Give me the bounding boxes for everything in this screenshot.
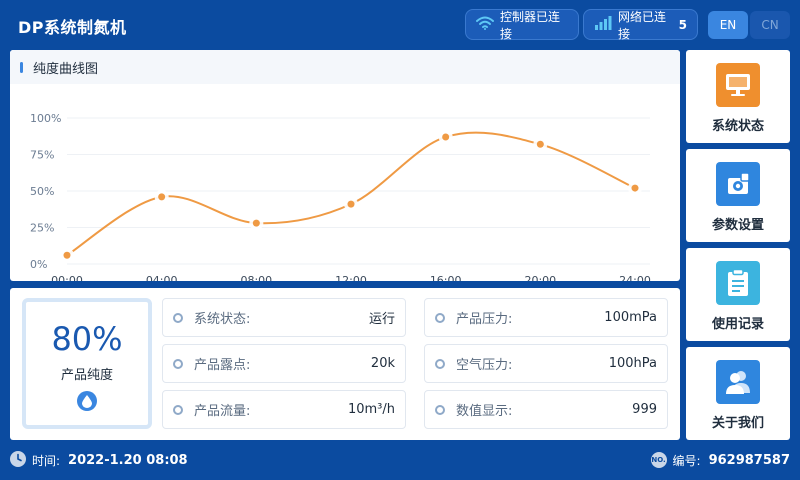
lang-en-button[interactable]: EN <box>708 11 748 39</box>
nav-about-us[interactable]: 关于我们 <box>686 347 790 440</box>
purity-card: 80% 产品纯度 <box>22 298 152 429</box>
x-tick-label: 12:00 <box>335 274 367 281</box>
x-tick-label: 20:00 <box>524 274 556 281</box>
x-tick-label: 08:00 <box>240 274 272 281</box>
data-point <box>347 200 355 208</box>
users-icon <box>716 360 760 404</box>
title-marker <box>20 61 23 73</box>
purity-label: 产品纯度 <box>60 368 113 383</box>
footer-time: 时间: 2022-1.20 08:08 <box>10 450 188 470</box>
data-point <box>252 219 260 227</box>
app-title: DP系统制氮机 <box>18 18 127 37</box>
nav-label: 关于我们 <box>711 416 764 431</box>
y-tick-label: 100% <box>30 112 61 125</box>
network-count: 5 <box>678 17 687 32</box>
nav-usage-records[interactable]: 使用记录 <box>686 248 790 341</box>
bullet-icon <box>173 404 183 415</box>
field-value: 100mPa <box>604 310 657 325</box>
settings-icon <box>716 162 760 206</box>
y-tick-label: 50% <box>30 185 54 198</box>
field-label: 产品压力: <box>456 312 513 327</box>
purity-line-chart: 0% 25% 50% 75% 100% 00:00 04:00 08:00 12:00 16:00… <box>30 112 651 281</box>
network-status: 网络已连接 5 <box>583 9 698 41</box>
field-product-flow: 产品流量: 10m³/h <box>162 390 406 429</box>
nav-system-status[interactable]: 系统状态 <box>686 50 790 143</box>
field-value: 10m³/h <box>347 402 395 417</box>
series-line <box>66 131 636 257</box>
x-tick-label: 16:00 <box>430 274 462 281</box>
field-value: 运行 <box>368 312 395 327</box>
field-product-pressure: 产品压力: 100mPa <box>424 298 668 337</box>
y-tick-label: 25% <box>30 222 54 235</box>
purity-chart-panel: 纯度曲线图 0% 25% 50% 75% 100% 00:00 04:00 08:00 12:0… <box>10 50 680 281</box>
x-tick-label: 00:00 <box>51 274 83 281</box>
nav-parameter-settings[interactable]: 参数设置 <box>686 149 790 242</box>
water-drop-icon <box>77 391 97 411</box>
lang-cn-button[interactable]: CN <box>750 11 790 39</box>
bullet-icon <box>173 312 183 323</box>
serial-number-icon: NO. <box>650 452 667 468</box>
serial-value: 962987587 <box>708 452 790 468</box>
data-point <box>536 140 544 148</box>
bullet-icon <box>435 358 445 369</box>
data-point <box>158 193 166 201</box>
footer-serial: NO. 编号: 962987587 <box>650 451 790 469</box>
purity-value: 80% <box>51 320 123 358</box>
controller-status: 控制器已连接 <box>465 9 579 41</box>
wifi-icon <box>476 16 494 33</box>
y-tick-label: 0% <box>30 258 47 271</box>
chart-title: 纯度曲线图 <box>33 61 99 77</box>
controller-status-text: 控制器已连接 <box>500 9 561 41</box>
signal-bars-icon <box>594 16 612 33</box>
field-air-pressure: 空气压力: 100hPa <box>424 344 668 383</box>
clock-icon <box>10 450 26 470</box>
time-value: 2022-1.20 08:08 <box>68 452 188 468</box>
field-dew-point: 产品露点: 20k <box>162 344 406 383</box>
field-system-status: 系统状态: 运行 <box>162 298 406 337</box>
info-panel: 80% 产品纯度 系统状态: 运行 产品压力: 100mPa 产品露点: 20k… <box>10 288 680 440</box>
x-tick-label: 24:00 <box>619 274 651 281</box>
x-tick-label: 04:00 <box>146 274 178 281</box>
nav-label: 系统状态 <box>711 119 764 134</box>
field-value: 999 <box>632 402 657 417</box>
field-label: 空气压力: <box>456 358 513 373</box>
field-label: 产品流量: <box>194 404 251 419</box>
monitor-icon <box>716 63 760 107</box>
bullet-icon <box>173 358 183 369</box>
field-value-display: 数值显示: 999 <box>424 390 668 429</box>
serial-label: 编号: <box>672 453 701 468</box>
field-value: 20k <box>370 356 395 371</box>
data-point <box>631 184 639 192</box>
network-status-text: 网络已连接 <box>618 9 667 41</box>
nav-label: 使用记录 <box>711 317 764 332</box>
field-label: 系统状态: <box>194 312 251 327</box>
bullet-icon <box>435 404 445 415</box>
bullet-icon <box>435 312 445 323</box>
y-tick-label: 75% <box>30 149 54 162</box>
field-label: 产品露点: <box>194 358 251 373</box>
data-point <box>63 251 71 259</box>
clipboard-icon <box>716 261 760 305</box>
time-label: 时间: <box>32 453 61 468</box>
chart-header: 纯度曲线图 <box>10 50 680 84</box>
field-value: 100hPa <box>608 356 657 371</box>
data-point <box>442 133 450 141</box>
field-label: 数值显示: <box>456 404 513 419</box>
nav-label: 参数设置 <box>711 218 764 233</box>
